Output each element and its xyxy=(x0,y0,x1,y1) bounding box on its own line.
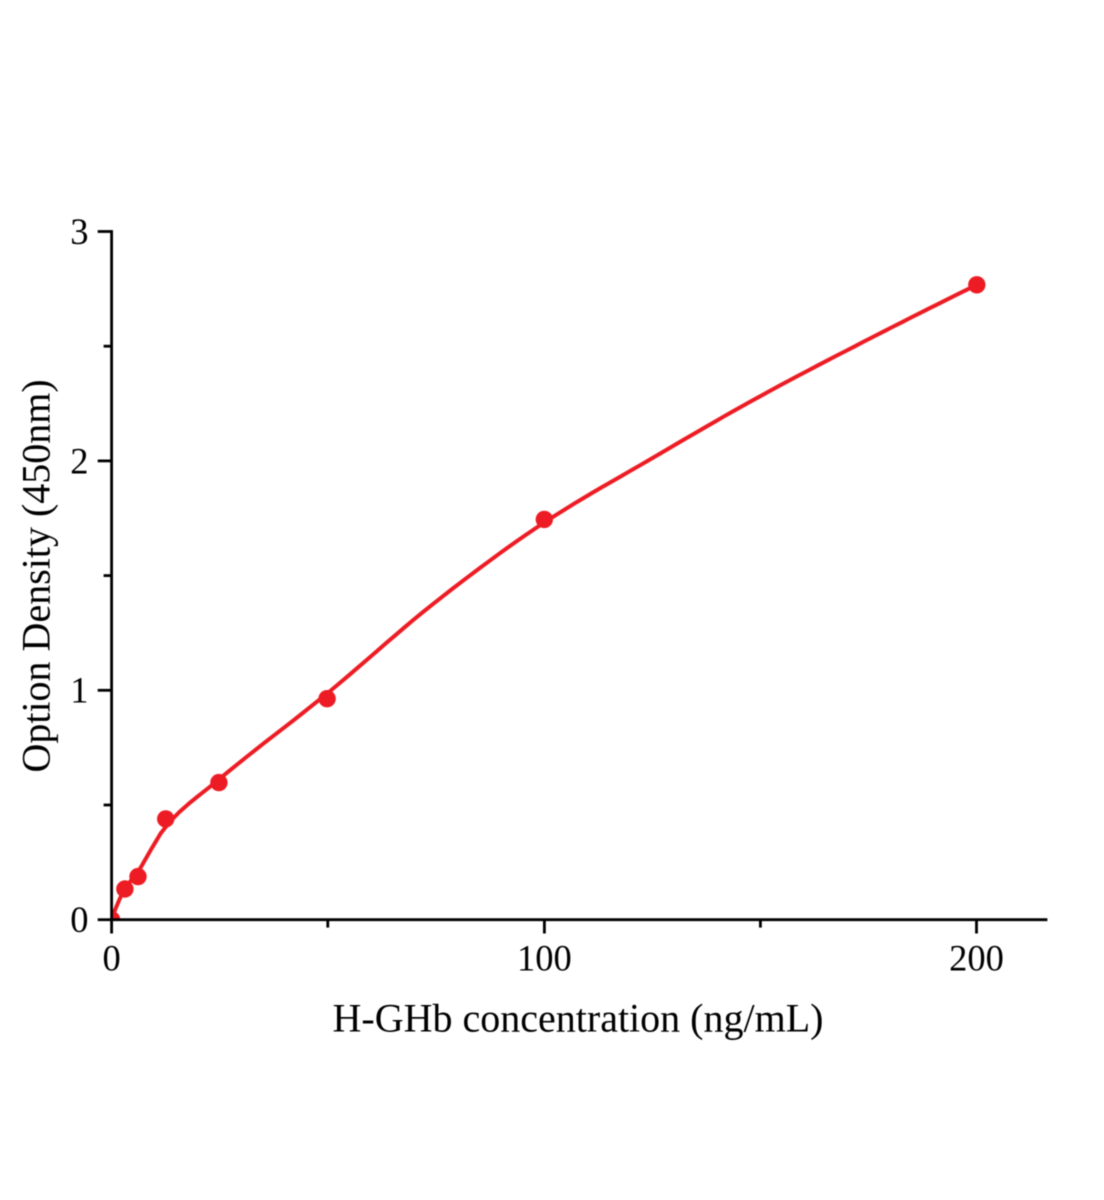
svg-text:H-GHb concentration (ng/mL): H-GHb concentration (ng/mL) xyxy=(333,996,824,1041)
svg-text:0: 0 xyxy=(70,899,88,940)
svg-text:1: 1 xyxy=(70,670,88,711)
svg-text:3: 3 xyxy=(70,211,88,252)
svg-text:2: 2 xyxy=(70,440,88,481)
svg-text:0: 0 xyxy=(102,937,120,978)
svg-text:100: 100 xyxy=(517,937,572,978)
svg-text:200: 200 xyxy=(949,937,1004,978)
svg-text:Option Density (450nm): Option Density (450nm) xyxy=(14,379,59,772)
